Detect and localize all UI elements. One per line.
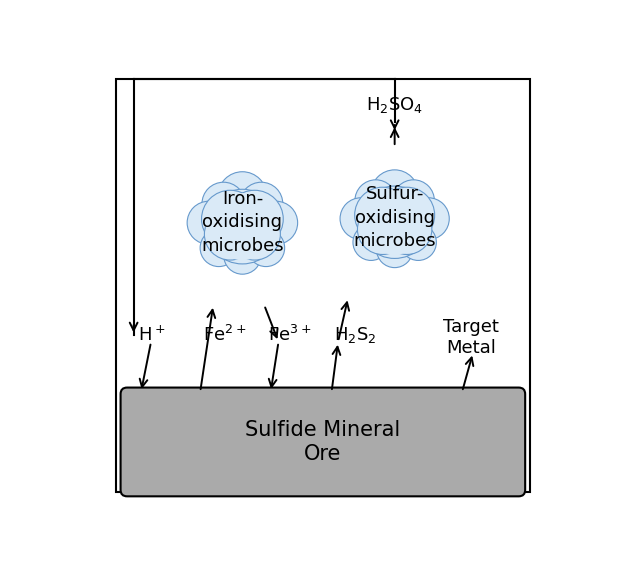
- Circle shape: [229, 208, 280, 260]
- Text: Sulfide Mineral
Ore: Sulfide Mineral Ore: [245, 420, 401, 463]
- Circle shape: [229, 193, 280, 245]
- Text: Sulfur-
oxidising
microbes: Sulfur- oxidising microbes: [353, 185, 436, 250]
- Circle shape: [371, 170, 418, 217]
- Circle shape: [358, 186, 431, 258]
- Circle shape: [377, 232, 413, 268]
- Circle shape: [224, 237, 261, 274]
- Circle shape: [400, 224, 437, 260]
- Circle shape: [202, 190, 259, 247]
- Circle shape: [218, 172, 266, 220]
- Circle shape: [200, 229, 238, 267]
- Circle shape: [384, 207, 430, 252]
- Text: Fe$^{2+}$: Fe$^{2+}$: [203, 325, 246, 345]
- Circle shape: [408, 198, 449, 240]
- Circle shape: [353, 224, 389, 260]
- Circle shape: [209, 193, 276, 260]
- Circle shape: [248, 229, 285, 267]
- Text: Target
Metal: Target Metal: [443, 318, 499, 357]
- Circle shape: [207, 211, 253, 258]
- Circle shape: [355, 187, 410, 243]
- Circle shape: [231, 211, 278, 258]
- Text: H$^+$: H$^+$: [138, 325, 166, 345]
- Circle shape: [360, 207, 405, 252]
- Circle shape: [255, 201, 297, 244]
- Circle shape: [226, 190, 284, 247]
- Circle shape: [187, 201, 230, 244]
- Circle shape: [362, 190, 427, 255]
- Circle shape: [357, 190, 408, 240]
- Circle shape: [240, 182, 283, 225]
- Text: Fe$^{3+}$: Fe$^{3+}$: [268, 325, 312, 345]
- Circle shape: [205, 189, 280, 264]
- Circle shape: [202, 182, 245, 225]
- Circle shape: [379, 187, 435, 243]
- Text: Iron-
oxidising
microbes: Iron- oxidising microbes: [201, 190, 284, 255]
- Circle shape: [204, 193, 256, 245]
- Text: H$_2$S$_2$: H$_2$S$_2$: [334, 325, 376, 345]
- Text: H$_2$SO$_4$: H$_2$SO$_4$: [366, 95, 423, 115]
- Circle shape: [392, 180, 435, 221]
- Circle shape: [357, 205, 408, 254]
- Circle shape: [355, 180, 397, 221]
- Circle shape: [382, 205, 432, 254]
- Circle shape: [204, 208, 256, 260]
- FancyBboxPatch shape: [120, 388, 525, 496]
- Circle shape: [340, 198, 382, 240]
- Circle shape: [382, 190, 432, 240]
